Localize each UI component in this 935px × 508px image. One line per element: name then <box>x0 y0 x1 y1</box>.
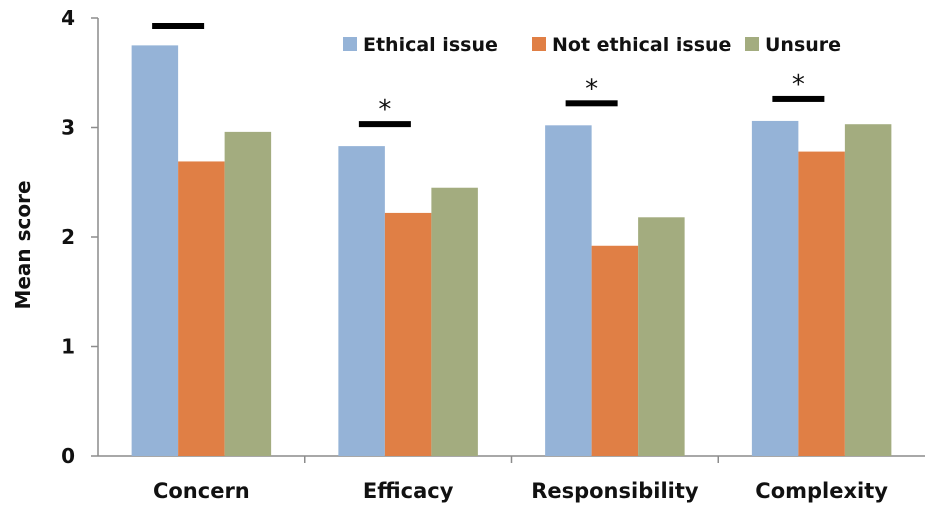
bar-complexity-not-ethical-issue <box>798 151 845 456</box>
y-axis-label: Mean score <box>11 180 35 309</box>
bar-concern-ethical-issue <box>131 45 179 456</box>
significance-annotations: * * * <box>152 23 825 128</box>
x-tick-label: Efficacy <box>363 479 454 503</box>
legend-label-unsure: Unsure <box>765 34 841 56</box>
bar-efficacy-not-ethical-issue <box>384 212 432 456</box>
bar-efficacy-ethical-issue <box>338 146 385 457</box>
x-tick-label: Concern <box>153 479 250 503</box>
y-tick-label: 3 <box>61 116 75 140</box>
bar-efficacy-unsure <box>431 187 478 456</box>
y-tick-label: 1 <box>61 335 75 359</box>
legend-label-ethical-issue: Ethical issue <box>363 34 498 56</box>
significance-bar <box>358 121 411 128</box>
bar-concern-not-ethical-issue <box>178 161 225 456</box>
bar-responsibility-not-ethical-issue <box>591 245 639 456</box>
legend-swatch-ethical-issue <box>343 37 357 51</box>
x-tick-label: Responsibility <box>531 479 699 503</box>
significance-star: * <box>378 95 391 125</box>
x-tick-label: Complexity <box>755 479 888 503</box>
significance-bar <box>772 95 825 102</box>
significance-star: * <box>792 70 805 100</box>
legend-swatch-unsure <box>745 37 759 51</box>
significance-bar <box>152 23 205 29</box>
significance-star: * <box>585 74 598 104</box>
legend-swatch-not-ethical-issue <box>532 37 546 51</box>
bar-concern-unsure <box>224 131 272 456</box>
bar-complexity-unsure <box>844 124 892 456</box>
bar-complexity-ethical-issue <box>751 120 799 457</box>
legend-label-not-ethical-issue: Not ethical issue <box>552 34 731 56</box>
significance-bar <box>565 100 618 107</box>
bars <box>131 45 892 457</box>
bar-responsibility-ethical-issue <box>545 125 592 456</box>
y-tick-label: 0 <box>61 444 75 468</box>
bar-responsibility-unsure <box>638 217 685 456</box>
y-tick-label: 4 <box>61 6 75 30</box>
y-tick-label: 2 <box>61 225 75 249</box>
axes: 0 1 2 3 4 Concern Efficacy Responsibility Comple… <box>61 6 925 503</box>
legend: Ethical issue Not ethical issue Unsure <box>343 34 841 56</box>
